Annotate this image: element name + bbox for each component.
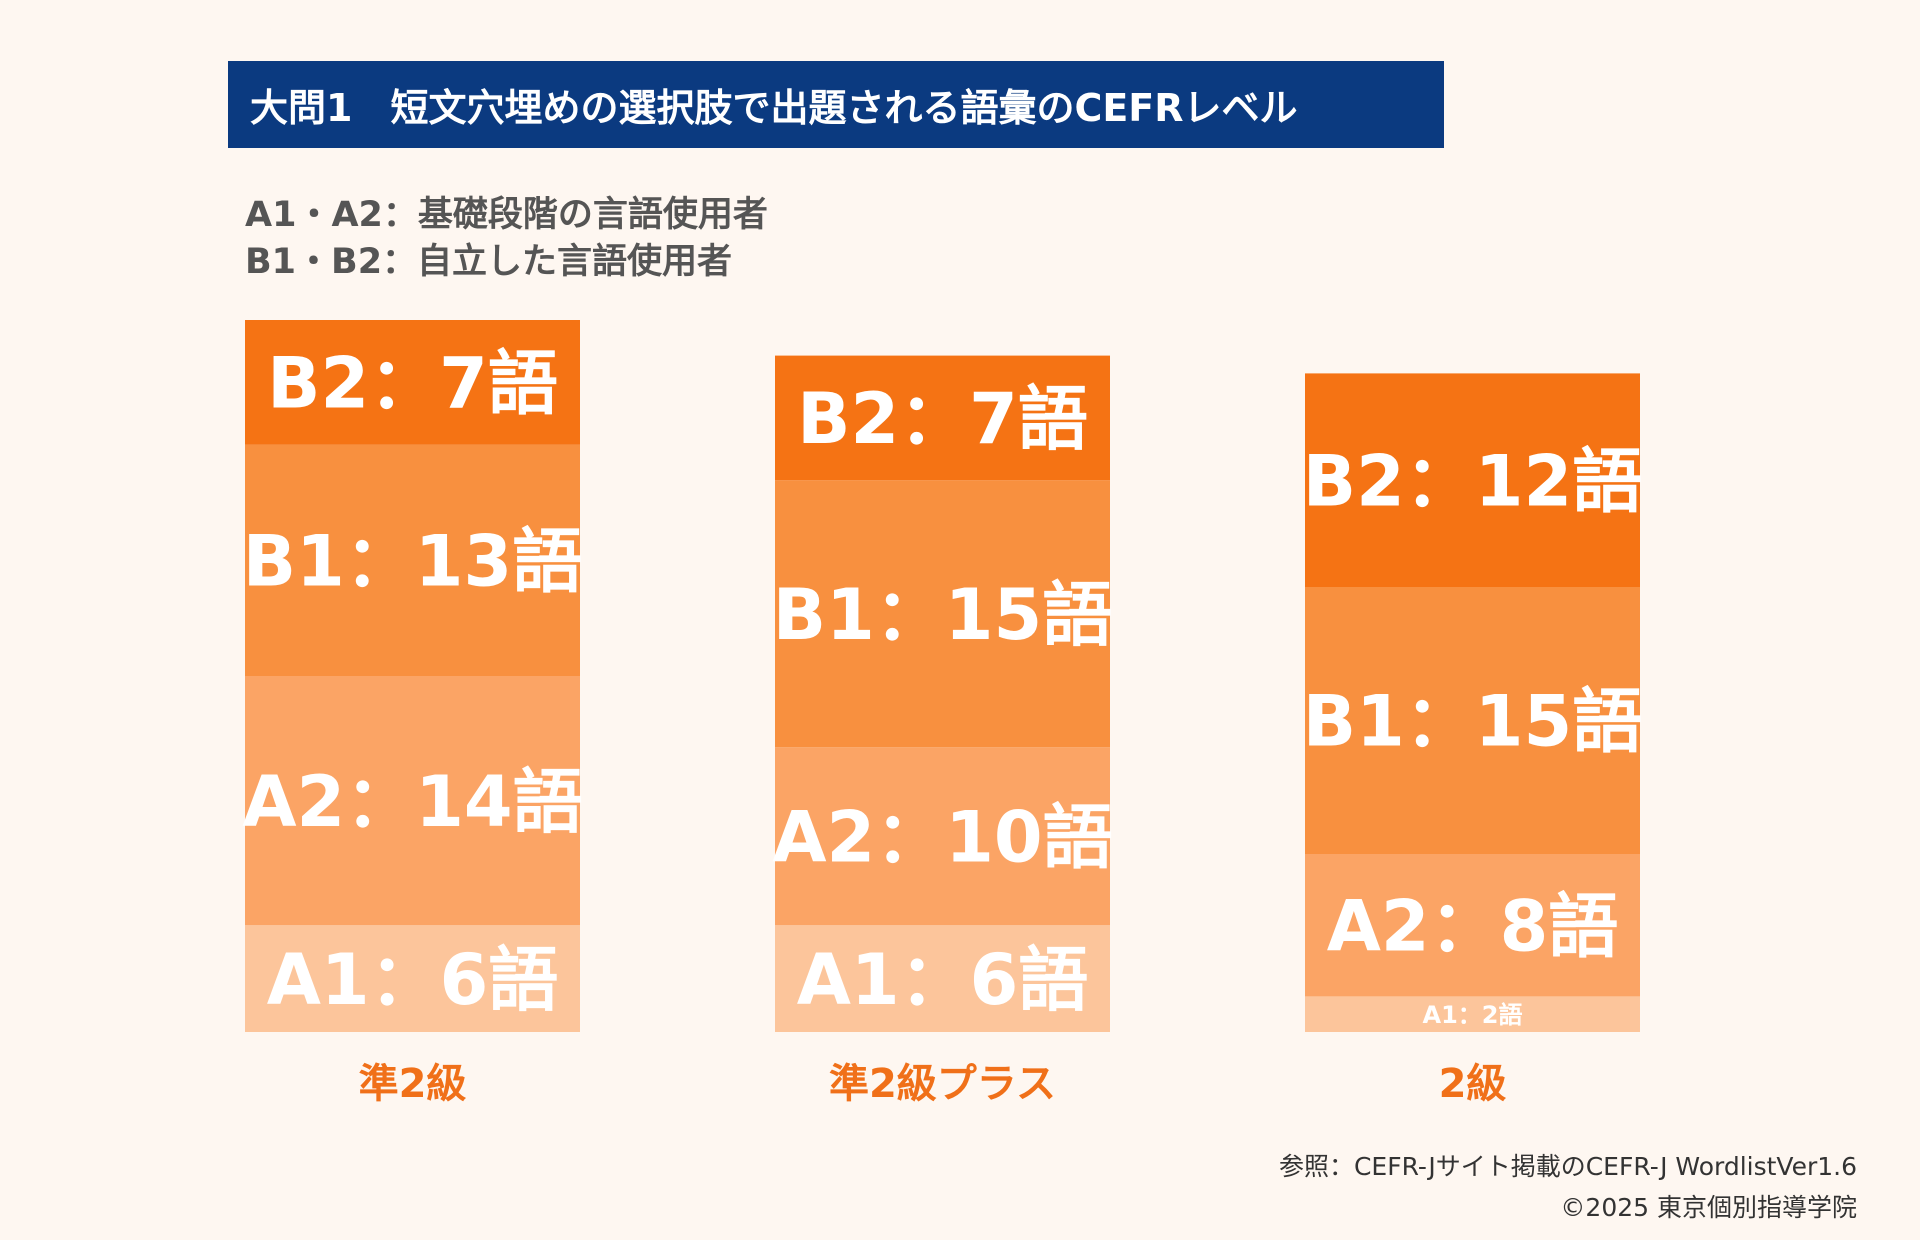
chart-title: 大問1 短文穴埋めの選択肢で出題される語彙のCEFRレベル xyxy=(250,86,1298,130)
legend-note-a: A1・A2：基礎段階の言語使用者 xyxy=(245,195,768,235)
bar-segment-b1-1 xyxy=(245,444,580,676)
bar-label-b1-3: B1：15語 xyxy=(1303,681,1642,763)
category-label-3: 2級 xyxy=(1439,1061,1507,1107)
bar-segment-a1-2 xyxy=(775,925,1110,1032)
bar-segment-b2-3 xyxy=(1305,373,1640,587)
bar-label-a1-1: A1：6語 xyxy=(267,939,559,1021)
bar-segment-a1-1 xyxy=(245,925,580,1032)
copyright-note: ©2025 東京個別指導学院 xyxy=(1560,1193,1857,1222)
bar-label-b2-2: B2：7語 xyxy=(797,378,1088,460)
bar-segment-a2-1 xyxy=(245,676,580,926)
bar-label-a1-3: A1：2語 xyxy=(1423,1001,1523,1029)
legend-note-b: B1・B2：自立した言語使用者 xyxy=(245,242,733,282)
bar-segment-a2-2 xyxy=(775,747,1110,926)
bar-segment-b2-1 xyxy=(245,320,580,445)
bar-segment-a1-3 xyxy=(1305,996,1640,1032)
bar-label-a2-3: A2：8語 xyxy=(1327,885,1619,967)
bar-label-a2-1: A2：14語 xyxy=(242,761,582,843)
bar-label-b2-1: B2：7語 xyxy=(267,343,558,425)
bar-segment-b1-3 xyxy=(1305,587,1640,854)
bar-label-b2-3: B2：12語 xyxy=(1303,440,1642,522)
bar-label-b1-1: B1：13語 xyxy=(243,521,582,603)
bar-label-a1-2: A1：6語 xyxy=(797,939,1089,1021)
category-label-2: 準2級プラス xyxy=(829,1061,1056,1107)
category-label-1: 準2級 xyxy=(359,1061,467,1107)
bar-segment-b2-2 xyxy=(775,355,1110,481)
bar-label-b1-2: B1：15語 xyxy=(773,574,1112,656)
bar-segment-b1-2 xyxy=(775,480,1110,748)
bar-label-a2-2: A2：10語 xyxy=(772,796,1112,878)
source-note: 参照：CEFR-Jサイト掲載のCEFR-J WordlistVer1.6 xyxy=(1278,1152,1857,1181)
title-banner: 大問1 短文穴埋めの選択肢で出題される語彙のCEFRレベル xyxy=(228,61,1444,148)
bar-segment-a2-3 xyxy=(1305,854,1640,997)
